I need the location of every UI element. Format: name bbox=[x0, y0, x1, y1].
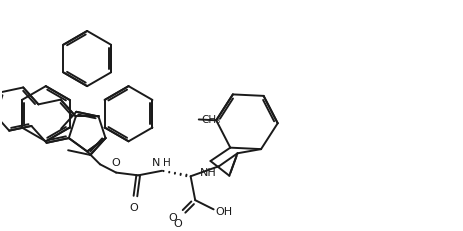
Text: O: O bbox=[112, 157, 120, 167]
Text: CH₃: CH₃ bbox=[201, 115, 220, 125]
Text: OH: OH bbox=[215, 206, 232, 216]
Text: O: O bbox=[129, 202, 138, 212]
Text: O: O bbox=[168, 212, 176, 222]
Text: H: H bbox=[163, 157, 170, 167]
Text: O: O bbox=[173, 218, 182, 228]
Text: NH: NH bbox=[200, 168, 216, 178]
Text: N: N bbox=[151, 157, 160, 167]
